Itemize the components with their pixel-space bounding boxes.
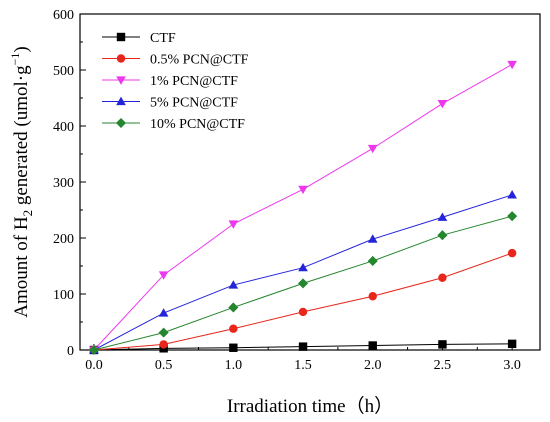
data-point-1-pcn-ctf [437,100,448,109]
legend-marker-10-pcn-ctf [115,117,127,129]
legend-marker-1-pcn-ctf [116,76,126,85]
y-tick-label: 400 [53,120,74,135]
x-axis-title: Irradiation time（h） [227,395,393,417]
x-tick-label: 1.0 [225,358,243,373]
x-tick-label: 0.5 [155,358,173,373]
data-point-10-pcn-ctf [228,302,239,313]
data-point-1-pcn-ctf [507,60,517,70]
data-point-10-pcn-ctf [88,344,99,356]
data-point-5-pcn-ctf [367,234,378,243]
legend-marker-5-pcn-ctf [116,96,126,106]
data-point-0-5-pcn-ctf [368,292,377,301]
data-point-ctf [229,343,238,352]
x-tick-label: 1.5 [294,358,312,373]
y-axis-title-main: Amount of H [11,216,32,318]
legend-label-5-pcn-ctf: 5% PCN@CTF [150,96,238,111]
data-point-10-pcn-ctf [297,278,309,289]
y-tick-label: 300 [53,176,74,191]
y-tick-label: 0 [67,344,74,359]
data-point-0-5-pcn-ctf [438,273,447,282]
legend-label-0-5-pcn-ctf: 0.5% PCN@CTF [150,53,249,68]
series-line-5-pcn-ctf [93,194,513,351]
y-axis-title-close: ) [11,46,32,52]
data-point-10-pcn-ctf [437,230,448,241]
data-point-5-pcn-ctf [158,308,169,317]
data-point-5-pcn-ctf [507,190,517,199]
legend-label-1-pcn-ctf: 1% PCN@CTF [150,74,238,89]
data-point-10-pcn-ctf [507,211,518,222]
data-point-5-pcn-ctf [228,280,239,289]
legend-marker-ctf [116,32,126,42]
data-point-1-pcn-ctf [298,185,308,195]
data-point-10-pcn-ctf [158,327,169,338]
data-point-ctf [368,341,377,350]
x-tick-label: 0.0 [85,358,103,373]
data-point-1-pcn-ctf [158,271,169,280]
data-point-ctf [438,340,447,349]
plot-frame [79,13,541,351]
data-point-5-pcn-ctf [437,212,448,221]
data-point-10-pcn-ctf [367,255,378,266]
axis-ticks: 0.0 0.5 1.0 1.5 2.0 2.5 3.0 0 100 200 300 400 500 600 [53,8,521,373]
x-tick-label: 3.0 [503,358,521,373]
y-tick-label: 200 [53,232,74,247]
y-tick-label: 100 [53,288,74,303]
legend-label-ctf: CTF [150,31,176,46]
y-tick-label: 500 [53,64,74,79]
data-point-0-5-pcn-ctf [159,340,168,349]
y-tick-label: 600 [53,8,74,23]
y-axis-title-superscript: −1 [8,53,22,66]
x-tick-label: 2.0 [364,358,382,373]
legend-label-10-pcn-ctf: 10% PCN@CTF [150,117,245,132]
series-markers [88,60,518,356]
x-tick-label: 2.5 [434,358,452,373]
y-axis-title-middle: generated (umol·g [11,65,32,210]
data-point-ctf [298,342,308,351]
data-point-1-pcn-ctf [367,144,378,154]
data-point-0-5-pcn-ctf [229,324,238,333]
legend-marker-0-5-pcn-ctf [116,54,126,63]
y-axis-title-subscript: 2 [20,210,35,217]
data-point-5-pcn-ctf [298,262,308,272]
legend: CTF 0.5% PCN@CTF 1% PCN@CTF 5% PCN@CTF 10% P… [102,31,249,132]
data-point-1-pcn-ctf [228,220,239,229]
data-point-0-5-pcn-ctf [298,307,308,317]
data-point-0-5-pcn-ctf [507,248,517,258]
y-axis-title: Amount of H2 generated (umol·g−1) [8,46,35,318]
data-point-ctf [507,339,517,349]
